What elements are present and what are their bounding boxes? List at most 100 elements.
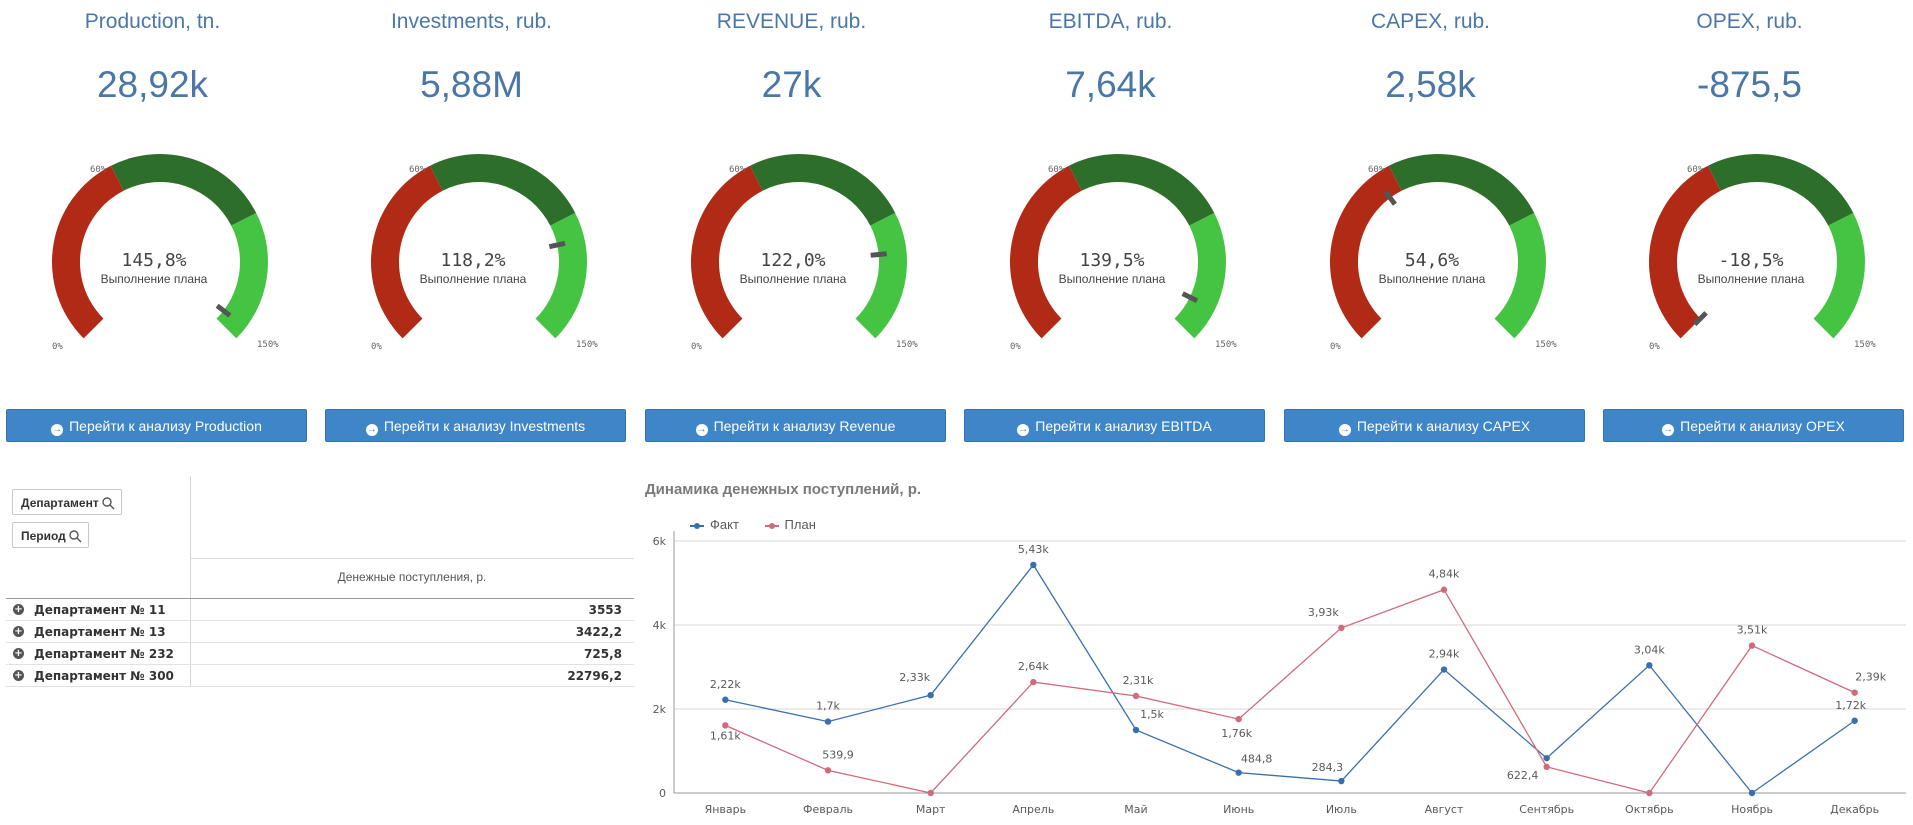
gauge-needle-bar — [1181, 291, 1199, 303]
analysis-button[interactable]: → Перейти к анализу OPEX — [1603, 409, 1904, 442]
data-label: 2,94k — [1429, 648, 1460, 661]
analysis-button-label: Перейти к анализу Investments — [383, 418, 586, 434]
gauge-band-low — [1649, 165, 1721, 339]
gauge-min-label: 0% — [52, 342, 63, 352]
fact-point[interactable] — [1440, 666, 1448, 673]
gauge-mid-label: 60% — [90, 165, 107, 175]
pivot-table: Департамент Период Денежные поступления,… — [6, 476, 634, 690]
plan-point[interactable] — [1338, 624, 1345, 632]
plan-point[interactable] — [824, 767, 832, 774]
fact-point[interactable] — [1646, 662, 1653, 669]
fact-point[interactable] — [1338, 777, 1345, 785]
analysis-button[interactable]: → Перейти к анализу Investments — [325, 409, 626, 442]
gauge-band-low — [52, 165, 124, 339]
data-label: 1,7k — [816, 700, 840, 713]
gauge-needle-bar — [215, 303, 232, 318]
gauge-mid-label: 60% — [729, 165, 746, 175]
kpi-title: REVENUE, rub. — [716, 10, 867, 33]
gauge-subtitle: Выполнение плана — [1379, 272, 1486, 286]
kpi-card: CAPEX, rub. 2,58k → Перейти к анализу CAPEX… — [1278, 0, 1585, 460]
kpi-card: EBITDA, rub. 7,64k → Перейти к анализу EBIT… — [958, 0, 1265, 460]
plan-point[interactable] — [1030, 678, 1037, 686]
gauge-band-mid — [110, 154, 257, 226]
gauge: 139,5%Выполнение плана 0% 60% 150% — [1010, 154, 1237, 352]
plan-point[interactable] — [1440, 586, 1448, 593]
gauge-subtitle: Выполнение плана — [1059, 272, 1166, 286]
data-label: 3,51k — [1737, 624, 1768, 637]
gauge-min-label: 0% — [691, 342, 702, 352]
gauge-max-label: 150% — [896, 340, 918, 350]
fact-point[interactable] — [824, 718, 832, 725]
fact-point[interactable] — [1543, 754, 1550, 762]
cash-value: 725,8 — [584, 647, 622, 661]
expand-icon[interactable]: + — [13, 670, 24, 681]
x-tick-label: Сентябрь — [1519, 803, 1574, 816]
plan-point[interactable] — [1543, 763, 1550, 771]
expand-icon[interactable]: + — [13, 648, 24, 659]
gauge-subtitle: Выполнение плана — [420, 272, 527, 286]
x-tick-label: Август — [1425, 803, 1464, 816]
gauge-band-low — [1330, 165, 1402, 339]
x-tick-label: Декабрь — [1830, 803, 1879, 816]
data-label: 2,22k — [710, 678, 741, 691]
gauge: -18,5%Выполнение плана 0% 60% 150% — [1649, 154, 1876, 352]
analysis-button-label: Перейти к анализу EBITDA — [1035, 418, 1212, 434]
legend-item-plan[interactable]: План — [764, 517, 816, 532]
plan-point[interactable] — [1235, 715, 1242, 723]
analysis-button[interactable]: → Перейти к анализу Revenue — [645, 409, 946, 442]
plan-point[interactable] — [927, 789, 934, 797]
data-label: 4,84k — [1429, 568, 1460, 581]
arrow-circle-icon: → — [1017, 424, 1030, 436]
gauge-band-mid — [429, 154, 576, 226]
data-label: 1,76k — [1221, 727, 1252, 740]
fact-point[interactable] — [722, 696, 729, 703]
period-filter[interactable]: Период — [12, 522, 89, 548]
plan-point[interactable] — [722, 722, 729, 729]
gauge-needle-bar — [548, 240, 566, 250]
plan-point[interactable] — [1646, 789, 1653, 797]
expand-icon[interactable]: + — [13, 604, 24, 615]
data-label: 2,39k — [1855, 671, 1886, 684]
fact-point[interactable] — [1235, 769, 1242, 776]
gauge-band-mid — [1388, 154, 1535, 226]
gauge-max-label: 150% — [1854, 340, 1876, 350]
fact-point[interactable] — [1132, 726, 1140, 734]
expand-icon[interactable]: + — [13, 626, 24, 637]
plan-point[interactable] — [1851, 689, 1858, 696]
gauge-band-high — [1813, 212, 1865, 339]
legend-item-fact[interactable]: Факт — [690, 517, 739, 532]
analysis-button[interactable]: → Перейти к анализу Production — [6, 409, 307, 442]
plan-point[interactable] — [1748, 642, 1756, 649]
data-label: 622,4 — [1507, 769, 1539, 782]
gauge-band-mid — [749, 154, 896, 226]
table-divider — [190, 476, 191, 686]
header-bottom-line — [6, 598, 634, 599]
x-tick-label: Январь — [705, 803, 747, 816]
gauge-needle-bar — [1383, 189, 1397, 206]
gauge-max-label: 150% — [1215, 340, 1237, 350]
department-filter[interactable]: Департамент — [12, 489, 122, 515]
table-row[interactable]: + Департамент № 232 725,8 — [6, 643, 634, 665]
x-tick-label: Октябрь — [1625, 803, 1674, 816]
kpi-card: REVENUE, rub. 27k → Перейти к анализу Reven… — [639, 0, 946, 460]
table-row[interactable]: + Департамент № 11 3553 — [6, 599, 634, 621]
analysis-button[interactable]: → Перейти к анализу EBITDA — [964, 409, 1265, 442]
analysis-button[interactable]: → Перейти к анализу CAPEX — [1284, 409, 1585, 442]
fact-point[interactable] — [1851, 717, 1858, 724]
department-name: Департамент № 300 — [34, 669, 174, 683]
legend-label-plan: План — [784, 517, 816, 532]
kpi-title: CAPEX, rub. — [1370, 10, 1491, 33]
fact-point[interactable] — [1030, 561, 1037, 569]
fact-point[interactable] — [1748, 789, 1756, 797]
fact-point[interactable] — [927, 691, 934, 699]
table-row[interactable]: + Департамент № 13 3422,2 — [6, 621, 634, 643]
plan-point[interactable] — [1132, 692, 1140, 700]
x-tick-label: Март — [916, 803, 946, 816]
table-row[interactable]: + Департамент № 300 22796,2 — [6, 665, 634, 687]
gauge-min-label: 0% — [1649, 342, 1660, 352]
arrow-circle-icon: → — [1662, 424, 1675, 436]
cash-value: 3553 — [588, 603, 622, 617]
gauge-band-low — [691, 165, 763, 339]
gauge-band-mid — [1068, 154, 1215, 226]
x-tick-label: Февраль — [803, 803, 853, 816]
